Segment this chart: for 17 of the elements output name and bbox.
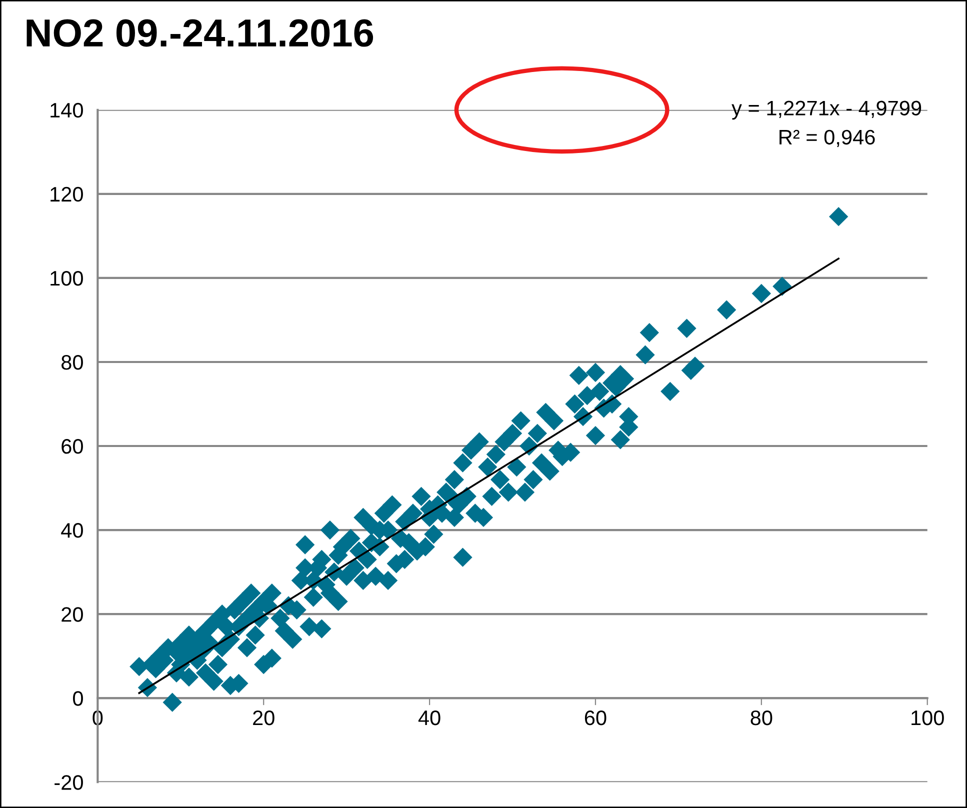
chart-title: NO2 09.-24.11.2016 [26, 19, 374, 47]
annotation: R² = 0,946 [780, 130, 875, 148]
y-tick-label: -20 [54, 775, 83, 790]
y-tick-label: 100 [50, 270, 83, 286]
annotation: y = 1,2271x - 4,9799 [732, 100, 922, 120]
x-tick-label: 20 [253, 710, 274, 726]
x-tick-label: 40 [418, 710, 440, 726]
y-tick-label: 20 [62, 607, 83, 622]
y-tick-label: 0 [73, 691, 83, 706]
x-tick-label: 100 [912, 710, 944, 726]
y-tick-label: 80 [62, 354, 83, 370]
y-tick-label: 120 [50, 186, 83, 202]
y-tick-label: 60 [62, 439, 83, 454]
y-tick-label: 140 [50, 102, 83, 118]
y-tick-label: 40 [61, 523, 83, 538]
x-tick-label: 80 [750, 710, 772, 726]
x-tick-label: 60 [584, 710, 606, 726]
